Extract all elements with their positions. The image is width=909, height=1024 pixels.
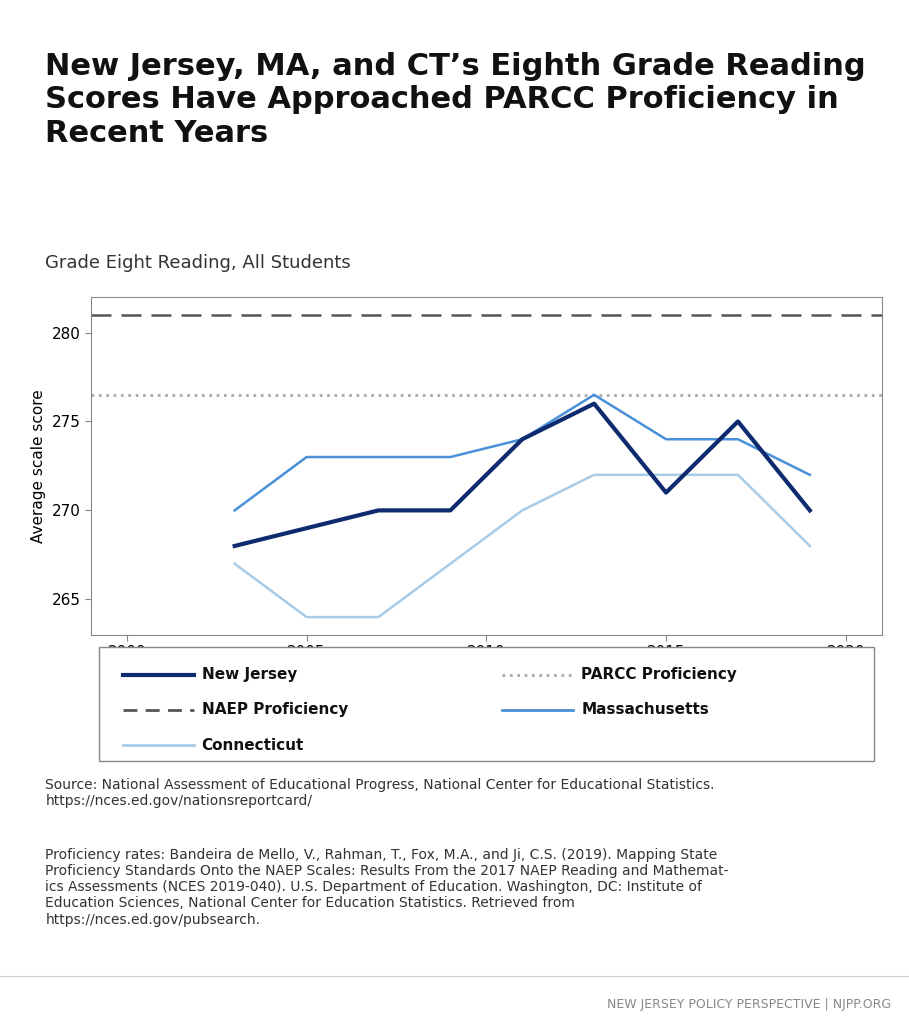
Massachusetts — [229, 504, 240, 516]
Massachusetts — [804, 469, 815, 481]
New Jersey — [229, 540, 240, 552]
FancyBboxPatch shape — [99, 647, 874, 761]
New Jersey — [517, 433, 528, 445]
Massachusetts — [517, 433, 528, 445]
Text: Grade Eight Reading, All Students: Grade Eight Reading, All Students — [45, 254, 351, 271]
New Jersey — [733, 416, 744, 428]
Line: Connecticut: Connecticut — [235, 475, 810, 617]
New Jersey — [445, 504, 455, 516]
Text: PARCC Proficiency: PARCC Proficiency — [581, 667, 737, 682]
New Jersey — [804, 504, 815, 516]
Text: New Jersey: New Jersey — [202, 667, 297, 682]
Line: Massachusetts: Massachusetts — [235, 395, 810, 510]
Connecticut — [804, 540, 815, 552]
Connecticut — [301, 611, 312, 624]
Text: NEW JERSEY POLICY PERSPECTIVE | NJPP.ORG: NEW JERSEY POLICY PERSPECTIVE | NJPP.ORG — [606, 997, 891, 1011]
Text: Connecticut: Connecticut — [202, 737, 304, 753]
New Jersey — [661, 486, 672, 499]
New Jersey — [301, 522, 312, 535]
Connecticut — [661, 469, 672, 481]
Connecticut — [733, 469, 744, 481]
Connecticut — [517, 504, 528, 516]
Massachusetts — [661, 433, 672, 445]
Massachusetts — [373, 451, 384, 463]
Connecticut — [589, 469, 600, 481]
Connecticut — [445, 558, 455, 570]
Massachusetts — [301, 451, 312, 463]
Text: Massachusetts: Massachusetts — [581, 702, 709, 718]
Massachusetts — [589, 389, 600, 401]
Connecticut — [229, 558, 240, 570]
New Jersey — [373, 504, 384, 516]
New Jersey — [589, 397, 600, 410]
Text: Source: National Assessment of Educational Progress, National Center for Educati: Source: National Assessment of Education… — [45, 778, 715, 808]
Massachusetts — [445, 451, 455, 463]
Y-axis label: Average scale score: Average scale score — [31, 389, 46, 543]
X-axis label: Year: Year — [465, 666, 507, 684]
Text: Proficiency rates: Bandeira de Mello, V., Rahman, T., Fox, M.A., and Ji, C.S. (2: Proficiency rates: Bandeira de Mello, V.… — [45, 848, 729, 927]
Line: New Jersey: New Jersey — [235, 403, 810, 546]
Text: New Jersey, MA, and CT’s Eighth Grade Reading
Scores Have Approached PARCC Profi: New Jersey, MA, and CT’s Eighth Grade Re… — [45, 51, 866, 147]
Massachusetts — [733, 433, 744, 445]
Text: NAEP Proficiency: NAEP Proficiency — [202, 702, 348, 718]
Connecticut — [373, 611, 384, 624]
